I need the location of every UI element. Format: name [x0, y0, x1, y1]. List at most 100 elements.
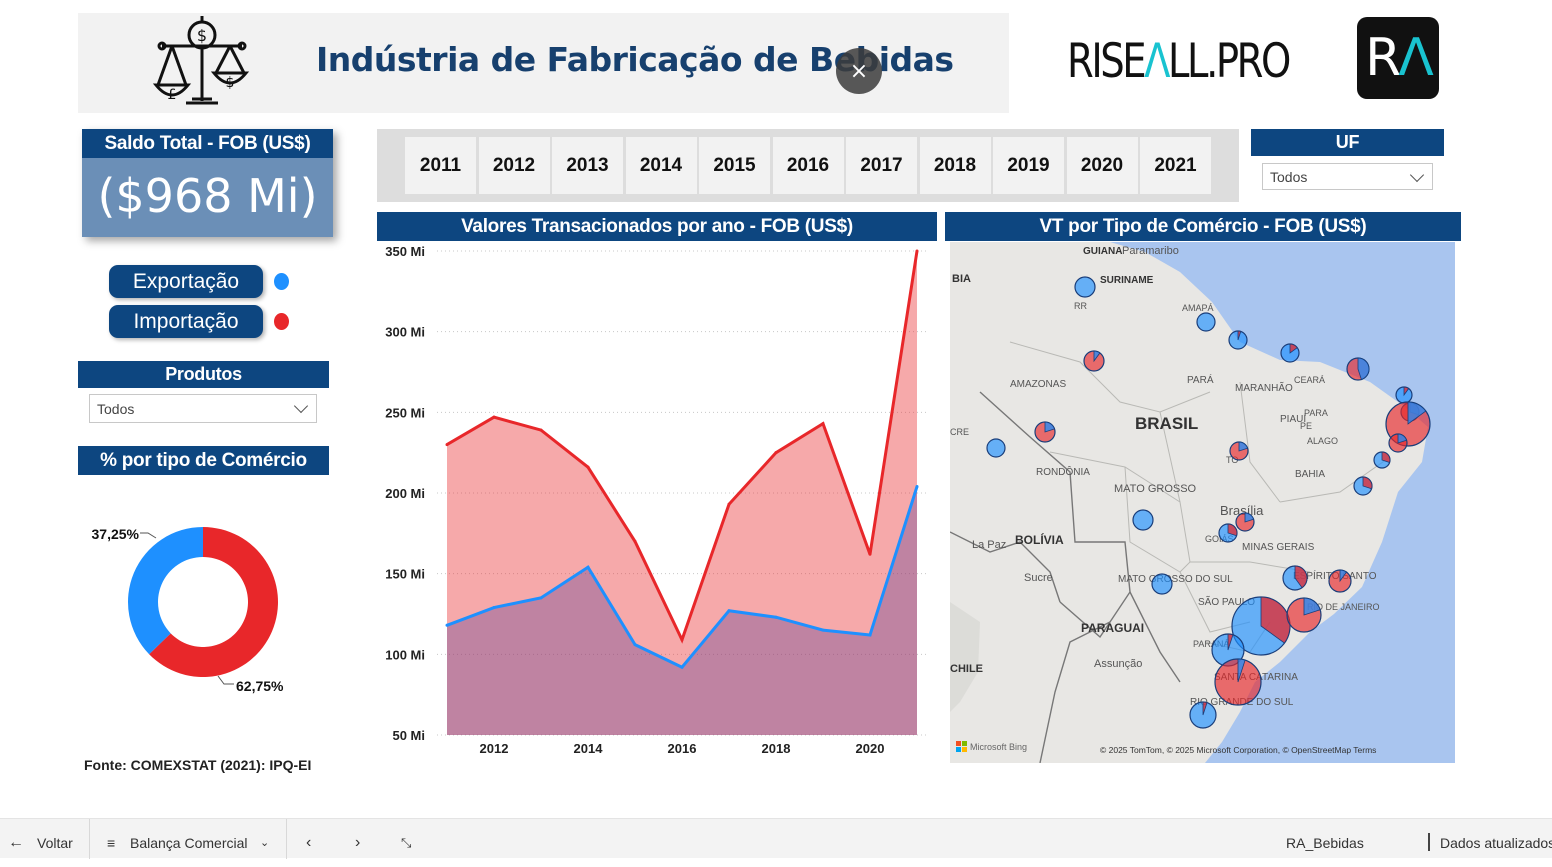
y-tick-label: 250 Mi	[385, 405, 425, 420]
exportacao-point	[633, 643, 637, 647]
svg-text:$: $	[226, 75, 235, 91]
year-button-2020[interactable]: 2020	[1066, 137, 1138, 194]
importacao-point	[633, 539, 637, 543]
map-label: MATO GROSSO	[1114, 483, 1197, 495]
importacao-point	[821, 422, 825, 426]
year-button-2021[interactable]: 2021	[1140, 137, 1211, 194]
state-pie-marker[interactable]	[1286, 597, 1322, 633]
year-button-2015[interactable]: 2015	[699, 137, 770, 194]
state-pie-marker[interactable]	[1218, 523, 1238, 543]
state-pie-marker[interactable]	[1083, 350, 1105, 372]
importacao-area	[447, 251, 917, 735]
legend-importacao-dot	[274, 313, 289, 330]
state-pie-marker[interactable]	[1353, 476, 1373, 496]
state-pie-marker[interactable]	[1328, 569, 1352, 593]
map-label: Paramaribo	[1122, 245, 1179, 257]
legend-importacao-button[interactable]: Importação	[109, 305, 263, 338]
year-button-2016[interactable]: 2016	[772, 137, 844, 194]
produtos-dropdown[interactable]: Todos	[89, 394, 317, 423]
state-pie-marker[interactable]	[1282, 565, 1308, 591]
state-pie-marker[interactable]	[1388, 433, 1408, 453]
state-pie-marker[interactable]	[1151, 573, 1173, 595]
map-attribution[interactable]: © 2025 TomTom, © 2025 Microsoft Corporat…	[1100, 745, 1376, 755]
map-label: PE	[1300, 421, 1312, 431]
map-label: PIAUÍ	[1280, 412, 1306, 425]
year-button-2012[interactable]: 2012	[478, 137, 550, 194]
leader-line	[217, 675, 234, 685]
back-arrow-icon[interactable]: ←	[8, 834, 24, 851]
donut-slice-exportação[interactable]	[127, 527, 203, 655]
map-label: PARA	[1304, 408, 1328, 418]
year-button-2018[interactable]: 2018	[919, 137, 991, 194]
year-button-2017[interactable]: 2017	[846, 137, 917, 194]
state-pie-marker[interactable]	[1373, 451, 1391, 469]
state-pie-marker[interactable]	[1235, 512, 1255, 532]
map-visual[interactable]: GUIANA Paramaribo SURINAME BIA RR AMAPÁ AMAZON…	[950, 242, 1455, 763]
map-canvas[interactable]: GUIANA Paramaribo SURINAME BIA RR AMAPÁ AMAZON…	[950, 242, 1455, 763]
back-button[interactable]: Voltar	[37, 835, 73, 851]
state-pie-marker[interactable]	[1280, 343, 1300, 363]
collapse-icon[interactable]: ⤡	[401, 835, 412, 850]
importacao-point	[445, 443, 449, 447]
state-pie-marker[interactable]	[1346, 357, 1370, 381]
state-pie-marker[interactable]	[1214, 658, 1262, 706]
map-label: La Paz	[972, 539, 1006, 551]
exportacao-area	[447, 486, 917, 735]
kpi-label: Saldo Total - FOB (US$)	[82, 129, 333, 158]
x-tick-label: 2012	[480, 741, 509, 756]
x-tick-label: 2018	[762, 741, 791, 756]
map-label: Brasília	[1220, 503, 1264, 518]
svg-text:$: $	[197, 26, 207, 45]
state-pie-marker[interactable]	[986, 438, 1006, 458]
donut-label-exportacao: 37,25%	[92, 526, 140, 542]
previous-page-icon[interactable]: ‹	[306, 834, 312, 851]
map-label: MATO GROSSO DO SUL	[1118, 574, 1233, 585]
year-button-2013[interactable]: 2013	[552, 137, 623, 194]
state-pie-marker[interactable]	[1132, 509, 1154, 531]
importacao-point	[680, 638, 684, 642]
state-pie-marker[interactable]	[1228, 330, 1248, 350]
microsoft-bing-logo: Microsoft Bing	[956, 741, 1027, 752]
y-tick-label: 350 Mi	[385, 244, 425, 259]
map-label: BIA	[952, 273, 971, 285]
state-pie-marker[interactable]	[1231, 596, 1291, 656]
donut-slice-importação[interactable]	[149, 527, 278, 677]
chevron-down-icon	[293, 398, 309, 414]
chevron-down-icon[interactable]: ⌄	[260, 837, 270, 849]
state-pie-marker[interactable]	[1211, 633, 1245, 667]
page-selector[interactable]: Balança Comercial	[130, 835, 248, 851]
state-pie-marker[interactable]	[1229, 441, 1249, 461]
map-label: PARANÁ	[1193, 639, 1229, 649]
data-refresh-status: Dados atualizados	[1440, 835, 1552, 851]
x-tick-label: 2014	[574, 741, 604, 756]
state-pie-marker[interactable]	[1395, 386, 1413, 404]
x-tick-label: 2020	[856, 741, 885, 756]
importacao-point	[868, 552, 872, 556]
year-button-2014[interactable]: 2014	[625, 137, 697, 194]
close-button[interactable]: ×	[836, 48, 882, 94]
map-label: BRASIL	[1135, 414, 1198, 433]
balance-scale-icon: $ £ $	[152, 16, 250, 105]
state-pie-marker[interactable]	[1196, 312, 1216, 332]
state-pie-marker[interactable]	[1074, 276, 1096, 298]
leader-line	[140, 532, 157, 539]
map-label: RR	[1074, 301, 1087, 311]
state-pie-marker[interactable]	[1189, 701, 1217, 729]
exportacao-point	[868, 633, 872, 637]
page-list-icon[interactable]: ≡	[107, 835, 116, 851]
state-pie-marker[interactable]	[1034, 421, 1056, 443]
ra-logo-r: R	[1365, 28, 1401, 88]
produtos-dropdown-value: Todos	[97, 401, 135, 417]
chevron-down-icon	[1409, 167, 1425, 183]
year-button-2019[interactable]: 2019	[993, 137, 1064, 194]
map-label: CHILE	[950, 663, 983, 675]
uf-dropdown[interactable]: Todos	[1262, 163, 1433, 190]
exportacao-point	[774, 615, 778, 619]
year-button-2011[interactable]: 2011	[405, 137, 476, 194]
close-icon[interactable]: ×	[849, 58, 869, 84]
next-page-icon[interactable]: ›	[355, 834, 361, 851]
area-chart-title: Valores Transacionados por ano - FOB (US…	[377, 212, 937, 241]
legend-exportacao-button[interactable]: Exportação	[109, 265, 263, 298]
map-title: VT por Tipo de Comércio - FOB (US$)	[945, 212, 1461, 241]
